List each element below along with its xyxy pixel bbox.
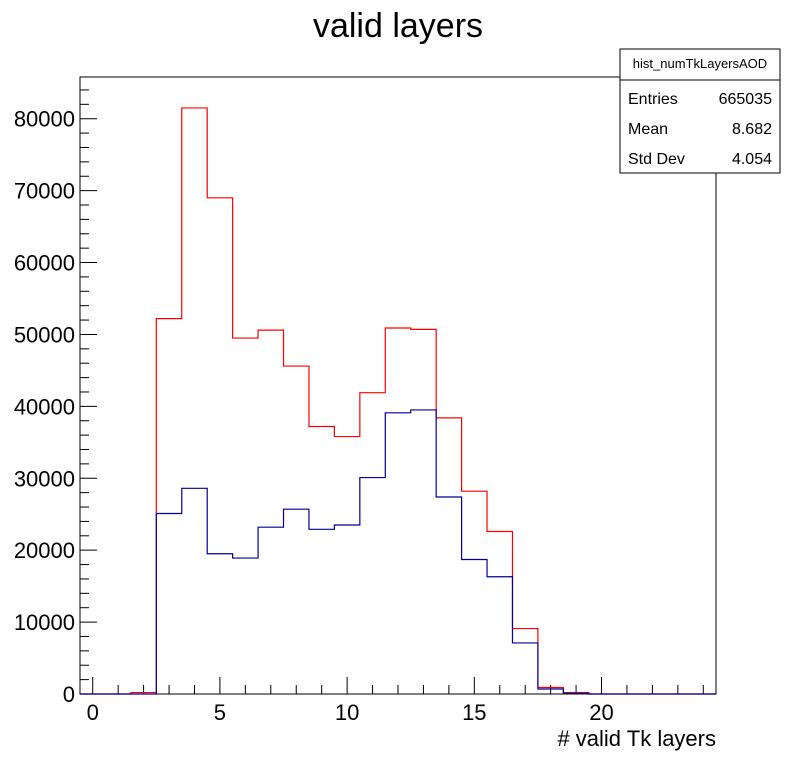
histogram-bin-s1-13: [411, 410, 436, 694]
histogram-bin-s1-15: [462, 560, 487, 694]
y-tick-label: 70000: [14, 179, 75, 204]
histogram-bin-s1-9: [309, 529, 334, 694]
histogram-bin-s1-7: [258, 527, 283, 694]
histogram-bin-s0-6: [233, 338, 258, 694]
y-tick-label: 0: [63, 682, 75, 707]
histogram-series-0: [80, 107, 716, 695]
y-tick-label: 20000: [14, 538, 75, 563]
histogram-bin-s1-11: [360, 478, 385, 694]
stats-mean-label: Mean: [628, 121, 668, 138]
x-axis: 0 5 10 15 20: [87, 677, 704, 725]
y-tick-label: 30000: [14, 466, 75, 491]
histogram-bin-s1-6: [233, 558, 258, 694]
histogram-bin-s0-10: [334, 437, 359, 694]
y-tick-label: 50000: [14, 322, 75, 347]
x-tick-label: 15: [462, 700, 486, 725]
stats-entries-value: 665035: [719, 91, 772, 108]
histogram-bin-s0-14: [436, 418, 461, 694]
histogram-bin-s1-10: [334, 525, 359, 694]
histogram-bin-s0-4: [182, 108, 207, 694]
histogram-bin-s1-4: [182, 488, 207, 694]
histogram-bin-s0-13: [411, 329, 436, 694]
stats-histogram-name: hist_numTkLayersAOD: [633, 56, 767, 71]
y-tick-label: 40000: [14, 394, 75, 419]
histogram-bin-s0-5: [207, 198, 232, 694]
x-tick-label: 20: [589, 700, 613, 725]
y-tick-label: 80000: [14, 107, 75, 132]
histogram-bin-s1-14: [436, 497, 461, 694]
histogram-bin-s0-11: [360, 393, 385, 694]
x-axis-title: # valid Tk layers: [557, 726, 716, 751]
histogram-bin-s0-16: [487, 531, 512, 694]
stats-mean-value: 8.682: [732, 121, 772, 138]
stats-box: hist_numTkLayersAOD Entries 665035 Mean …: [619, 48, 781, 174]
histogram-bin-s1-3: [156, 514, 181, 694]
histogram-bin-s1-5: [207, 554, 232, 694]
histogram-bin-s0-8: [284, 366, 309, 694]
histogram-bin-s1-16: [487, 577, 512, 694]
histogram-bin-s0-7: [258, 330, 283, 694]
y-tick-label: 10000: [14, 610, 75, 635]
x-tick-label: 0: [87, 700, 99, 725]
stats-stddev-label: Std Dev: [628, 151, 685, 168]
histogram-bin-s1-12: [385, 413, 410, 694]
histogram-series-1: [80, 409, 716, 695]
stats-entries-label: Entries: [628, 91, 678, 108]
histogram-bin-s1-8: [284, 509, 309, 694]
stats-box-frame: [619, 48, 781, 174]
histogram-bin-s0-12: [385, 328, 410, 694]
chart-title: valid layers: [313, 7, 483, 45]
histogram-bin-s0-15: [462, 491, 487, 694]
histogram-bin-s0-17: [512, 629, 537, 694]
y-axis: 0 10000 20000 30000 40000 50000 60000 70000 8000…: [14, 89, 97, 707]
histogram-bin-s0-9: [309, 426, 334, 694]
x-tick-label: 10: [335, 700, 359, 725]
y-tick-label: 60000: [14, 251, 75, 276]
x-tick-label: 5: [214, 700, 226, 725]
histogram-bin-s0-3: [156, 319, 181, 694]
series-layer: [80, 107, 716, 695]
stats-stddev-value: 4.054: [732, 151, 772, 168]
